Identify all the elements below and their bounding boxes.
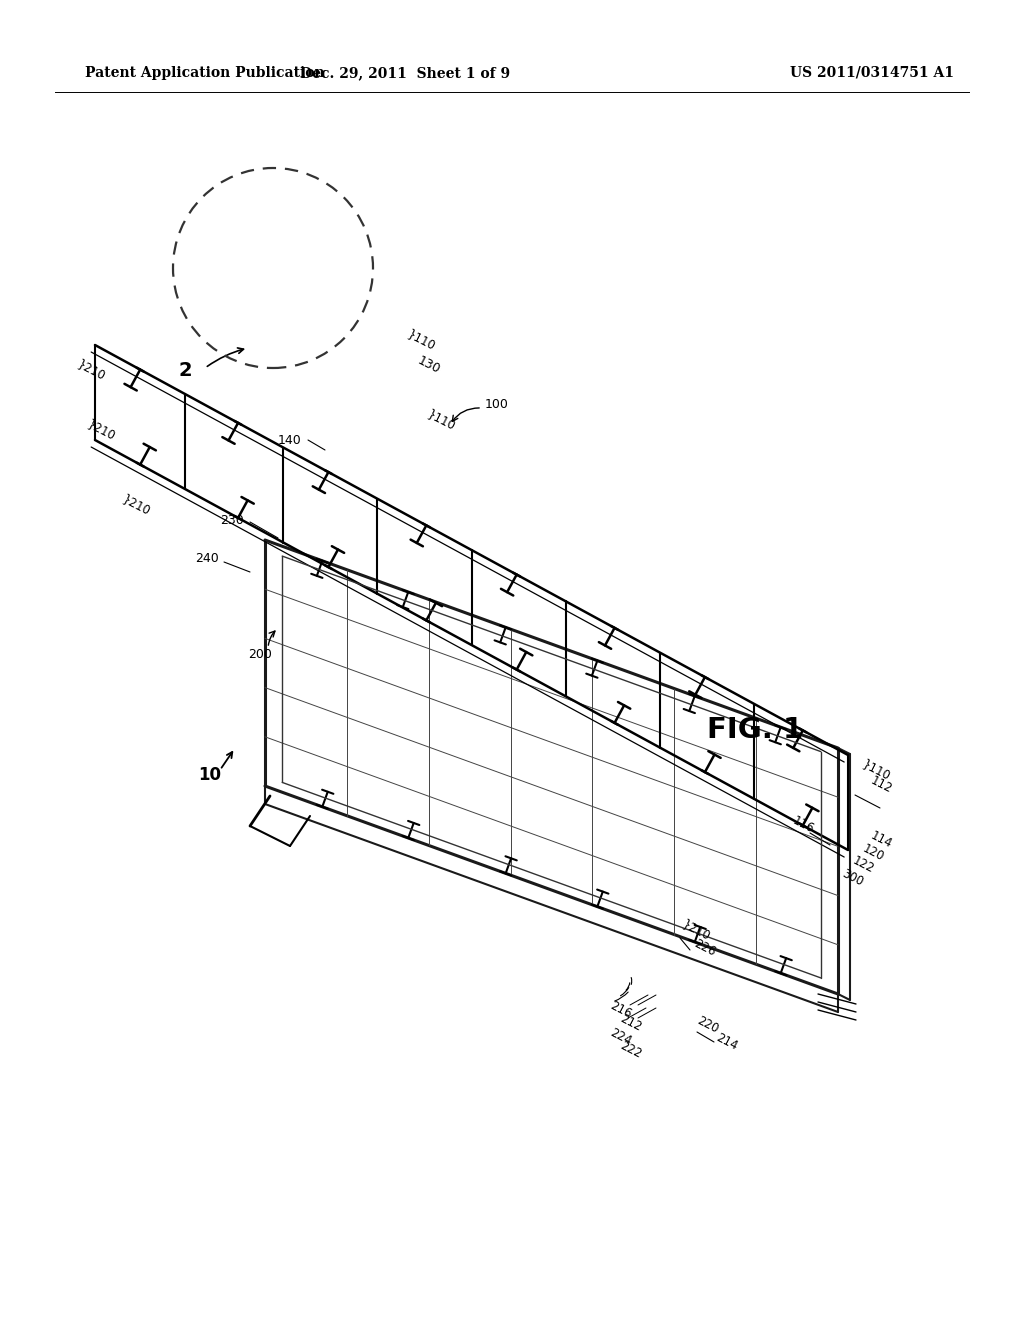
Text: 212: 212 — [618, 1012, 644, 1034]
Text: 10: 10 — [199, 766, 221, 784]
Text: 220: 220 — [695, 1014, 721, 1036]
Text: 112: 112 — [868, 774, 894, 796]
Text: 140: 140 — [278, 433, 302, 446]
Text: }110: }110 — [406, 327, 437, 352]
Text: }110: }110 — [860, 758, 893, 783]
Text: }110: }110 — [425, 408, 458, 433]
Text: FIG. 1: FIG. 1 — [707, 715, 803, 744]
Text: 300: 300 — [840, 867, 865, 888]
Text: 2: 2 — [178, 360, 191, 380]
Text: 100: 100 — [485, 399, 509, 412]
Text: 122: 122 — [850, 854, 876, 876]
Text: 120: 120 — [860, 842, 886, 863]
Text: 240: 240 — [195, 552, 219, 565]
Text: 116: 116 — [790, 814, 816, 836]
Text: }210: }210 — [75, 358, 108, 383]
Text: }210: }210 — [85, 417, 118, 442]
Text: 230: 230 — [220, 513, 244, 527]
Text: 130: 130 — [415, 354, 442, 376]
Text: }210: }210 — [120, 492, 153, 517]
Text: US 2011/0314751 A1: US 2011/0314751 A1 — [790, 66, 954, 81]
Text: Dec. 29, 2011  Sheet 1 of 9: Dec. 29, 2011 Sheet 1 of 9 — [300, 66, 510, 81]
Text: 114: 114 — [868, 829, 894, 851]
Text: 222: 222 — [618, 1039, 644, 1061]
Text: 224: 224 — [608, 1026, 634, 1048]
Text: }210: }210 — [680, 917, 713, 942]
Text: 200: 200 — [248, 648, 272, 661]
Text: Patent Application Publication: Patent Application Publication — [85, 66, 325, 81]
Text: 216: 216 — [608, 999, 634, 1020]
Text: 226: 226 — [692, 937, 718, 958]
Text: 214: 214 — [714, 1031, 740, 1053]
